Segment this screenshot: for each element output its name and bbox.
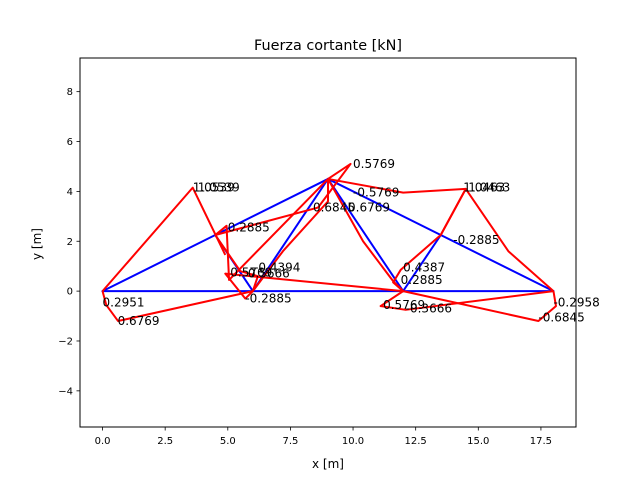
chart-title: Fuerza cortante [kN] (254, 38, 402, 54)
y-axis-label: y [m] (30, 228, 44, 260)
structure-member-9 (327, 177, 405, 293)
x-tick-label-3: 7.5 (282, 436, 298, 447)
x-tick-label-4: 10.0 (342, 436, 364, 447)
data-label-6: 0.5666 (248, 267, 290, 281)
structure-member-10 (402, 234, 442, 293)
shear-diagram-8 (439, 187, 555, 292)
data-label-layer: 0.29510.67691.05391.05390.28850.57690.56… (103, 157, 600, 328)
data-label-7: -0.4394 (254, 260, 300, 274)
y-tick-label-0: −4 (58, 386, 73, 397)
x-axis-label: x [m] (312, 457, 344, 471)
x-tick-label-7: 17.5 (530, 436, 552, 447)
data-label-3: 1.0539 (198, 181, 240, 195)
data-label-15: -0.2885 (453, 233, 499, 247)
structure-member-4 (214, 177, 329, 237)
data-label-21: -0.6845 (538, 310, 584, 324)
data-label-19: -0.3666 (406, 302, 452, 316)
plot-frame (79, 57, 577, 428)
shear-diagram-12 (392, 234, 442, 292)
x-tick-label-5: 12.5 (405, 436, 427, 447)
shear-diagram-1 (224, 272, 404, 300)
y-tick-label-1: −2 (58, 336, 73, 347)
shear-diagram-0 (101, 290, 254, 323)
data-label-18: 0.5769 (383, 298, 425, 312)
data-label-9: 0.6845 (313, 201, 355, 215)
tick-layer: 0.0 2.5 5.0 7.5 10.0 12.5 15.0 17.5 −4 −2 0 2 4 6 8 (58, 87, 552, 447)
structure-member-8 (251, 177, 329, 293)
data-label-1: 0.6769 (118, 314, 160, 328)
data-label-20: -0.2958 (553, 295, 599, 309)
y-tick-label-6: 8 (67, 87, 73, 98)
data-label-14: 1.0463 (468, 181, 510, 195)
shear-diagram-10 (252, 178, 329, 292)
data-label-0: 0.2951 (103, 295, 145, 309)
shear-diagram-6 (215, 162, 352, 236)
structure-member-6 (439, 234, 555, 293)
x-tick-label-1: 2.5 (157, 436, 173, 447)
shear-diagram-3 (402, 290, 557, 323)
structure-layer (101, 177, 555, 293)
shear-diagram-9 (214, 234, 259, 292)
y-tick-label-5: 6 (67, 137, 73, 148)
data-label-4: 0.2885 (228, 221, 270, 235)
data-label-13: 1.0463 (463, 181, 505, 195)
shear-diagram-2 (379, 290, 554, 311)
x-tick-label-6: 15.0 (467, 436, 489, 447)
structure-member-3 (101, 234, 217, 293)
data-label-10: 0.6769 (348, 201, 390, 215)
y-tick-label-3: 2 (67, 237, 73, 248)
structure-member-5 (327, 177, 442, 237)
shear-diagram-4 (101, 186, 227, 292)
x-tick-label-2: 5.0 (220, 436, 236, 447)
data-label-11: 0.5769 (353, 157, 395, 171)
data-label-5: 0.5769 (230, 265, 272, 279)
y-tick-label-2: 0 (67, 287, 73, 298)
shear-diagram-layer (101, 162, 557, 323)
data-label-2: 1.0539 (193, 181, 235, 195)
data-label-12: -0.5769 (353, 186, 399, 200)
x-tick-label-0: 0.0 (95, 436, 111, 447)
data-label-16: 0.4387 (403, 260, 445, 274)
data-label-17: 0.2885 (401, 273, 443, 287)
y-tick-label-4: 4 (67, 187, 73, 198)
data-label-8: -0.2885 (245, 292, 291, 306)
